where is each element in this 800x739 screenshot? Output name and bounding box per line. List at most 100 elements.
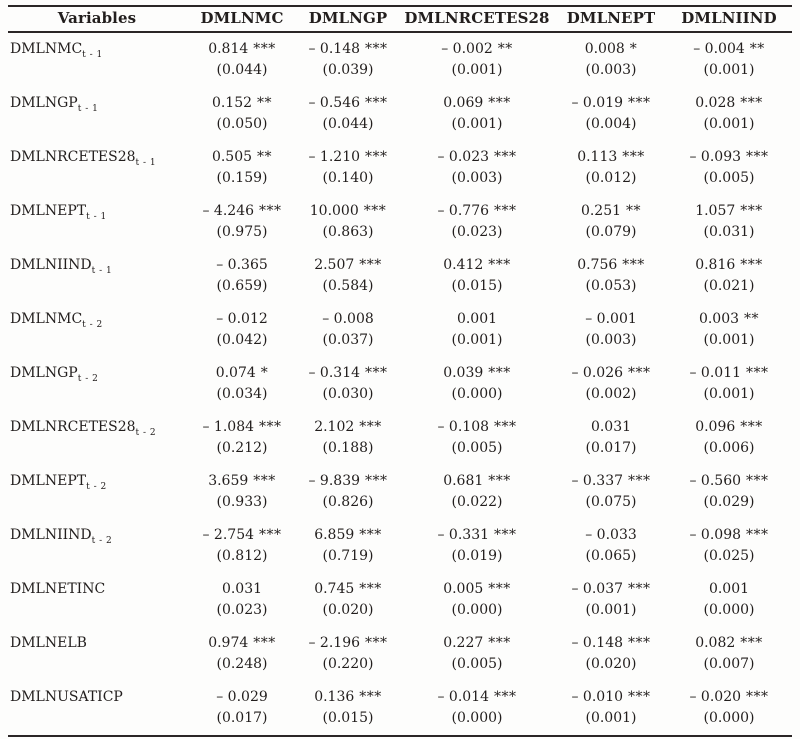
coefficient-line: 0.756 ***: [556, 255, 666, 276]
coefficient-line: – 0.020 ***: [666, 687, 792, 708]
standard-error: (0.002): [585, 386, 637, 402]
variable-lag-subscript: t - 2: [77, 373, 99, 384]
coefficient-line: 0.505 **: [186, 147, 298, 168]
coefficient-line: – 0.023 ***: [398, 147, 556, 168]
coefficient-cell: – 0.010 *** (0.001): [556, 681, 666, 736]
standard-error: (0.034): [216, 386, 268, 402]
coefficient-value: – 0.011: [689, 365, 742, 381]
significance-stars: ***: [488, 257, 511, 273]
table-row: DMLNETINC 0.031 (0.023) 0.745 *** (0.020) 0.00…: [8, 573, 792, 627]
significance-stars: ***: [746, 365, 769, 381]
variable-name: DMLNMC: [10, 41, 83, 57]
coefficient-line: – 0.010 ***: [556, 687, 666, 708]
coefficient-line: 10.000 ***: [298, 201, 398, 222]
significance-stars: ***: [253, 41, 276, 57]
coefficient-value: 0.756: [577, 257, 618, 273]
variable-lag-subscript: t - 2: [135, 427, 157, 438]
coefficient-line: 0.227 ***: [398, 633, 556, 654]
coefficient-cell: – 4.246 *** (0.975): [186, 195, 298, 249]
coefficient-value: 0.745: [314, 581, 355, 597]
coefficient-value: – 0.001: [585, 311, 637, 327]
coefficient-cell: – 0.546 *** (0.044): [298, 87, 398, 141]
coefficient-line: 0.152 **: [186, 93, 298, 114]
coefficient-cell: 0.251 ** (0.079): [556, 195, 666, 249]
standard-error: (0.025): [703, 548, 755, 564]
significance-stars: **: [257, 149, 273, 165]
row-variable-cell: DMLNELB: [8, 627, 186, 681]
standard-error: (0.000): [451, 710, 503, 726]
standard-error: (0.975): [216, 224, 268, 240]
coefficient-line: – 0.033: [556, 525, 666, 546]
coefficient-line: 0.031: [556, 417, 666, 438]
standard-error: (0.023): [216, 602, 268, 618]
table-body: DMLNMCt - 1 0.814 *** (0.044) – 0.148 *** (0.0…: [8, 32, 792, 736]
variable-lag-subscript: t - 2: [91, 535, 113, 546]
coefficient-line: – 4.246 ***: [186, 201, 298, 222]
coefficient-line: 6.859 ***: [298, 525, 398, 546]
standard-error: (0.031): [703, 224, 755, 240]
coefficient-line: 0.003 **: [666, 309, 792, 330]
coefficient-line: – 0.331 ***: [398, 525, 556, 546]
table-row: DMLNGPt - 2 0.074 * (0.034) – 0.314 *** (0.030…: [8, 357, 792, 411]
coefficient-cell: 1.057 *** (0.031): [666, 195, 792, 249]
coefficient-line: 0.074 *: [186, 363, 298, 384]
coefficient-value: 0.816: [695, 257, 736, 273]
coefficient-cell: 0.003 ** (0.001): [666, 303, 792, 357]
variable-name: DMLNGP: [10, 365, 78, 381]
coefficient-line: – 2.196 ***: [298, 633, 398, 654]
coefficient-cell: 0.069 *** (0.001): [398, 87, 556, 141]
row-variable-cell: DMLNEPTt - 2: [8, 465, 186, 519]
standard-error: (0.039): [322, 62, 374, 78]
coefficient-cell: 0.681 *** (0.022): [398, 465, 556, 519]
standard-error: (0.020): [585, 656, 637, 672]
coefficient-cell: 0.152 ** (0.050): [186, 87, 298, 141]
row-variable-line: DMLNGPt - 1: [10, 93, 186, 120]
coefficient-value: – 0.108: [437, 419, 490, 435]
significance-stars: ***: [628, 635, 651, 651]
variable-name: DMLNELB: [10, 635, 87, 651]
coefficient-value: 0.227: [443, 635, 484, 651]
table-row: DMLNRCETES28t - 2– 1.084 *** (0.212) 2.102 *…: [8, 411, 792, 465]
table-row: DMLNRCETES28t - 1 0.505 ** (0.159) – 1.210 **…: [8, 141, 792, 195]
coefficient-line: – 0.012: [186, 309, 298, 330]
row-variable-cell: DMLNIINDt - 1: [8, 249, 186, 303]
column-header-dmlnmc: DMLNMC: [186, 6, 298, 33]
coefficient-value: – 0.020: [689, 689, 742, 705]
coefficient-line: – 2.754 ***: [186, 525, 298, 546]
row-variable-line: DMLNELB: [10, 633, 186, 654]
column-header-variables: Variables: [8, 6, 186, 33]
coefficient-cell: 0.745 *** (0.020): [298, 573, 398, 627]
significance-stars: ***: [746, 527, 769, 543]
coefficient-cell: 0.008 * (0.003): [556, 32, 666, 87]
significance-stars: ***: [622, 257, 645, 273]
significance-stars: ***: [488, 635, 511, 651]
coefficient-line: – 0.560 ***: [666, 471, 792, 492]
standard-error: (0.140): [322, 170, 374, 186]
variable-name: DMLNGP: [10, 95, 78, 111]
coefficient-cell: – 0.008 (0.037): [298, 303, 398, 357]
row-variable-line: DMLNUSATICP: [10, 687, 186, 708]
coefficient-line: 0.028 ***: [666, 93, 792, 114]
coefficient-cell: 0.505 ** (0.159): [186, 141, 298, 195]
standard-error: (0.017): [216, 710, 268, 726]
coefficient-line: – 0.011 ***: [666, 363, 792, 384]
coefficient-value: – 0.008: [322, 311, 374, 327]
significance-stars: ***: [628, 95, 651, 111]
coefficient-line: 0.039 ***: [398, 363, 556, 384]
significance-stars: **: [744, 311, 760, 327]
coefficient-cell: – 1.210 *** (0.140): [298, 141, 398, 195]
coefficient-cell: – 0.023 *** (0.003): [398, 141, 556, 195]
standard-error: (0.004): [585, 116, 637, 132]
standard-error: (0.812): [216, 548, 268, 564]
coefficient-cell: – 0.020 *** (0.000): [666, 681, 792, 736]
coefficient-value: – 0.029: [216, 689, 268, 705]
significance-stars: ***: [359, 689, 382, 705]
coefficient-value: 0.814: [208, 41, 249, 57]
coefficient-line: 2.507 ***: [298, 255, 398, 276]
coefficient-line: 0.136 ***: [298, 687, 398, 708]
coefficient-value: – 0.002: [441, 41, 493, 57]
significance-stars: ***: [488, 365, 511, 381]
significance-stars: ***: [740, 203, 763, 219]
standard-error: (0.053): [585, 278, 637, 294]
standard-error: (0.020): [322, 602, 374, 618]
